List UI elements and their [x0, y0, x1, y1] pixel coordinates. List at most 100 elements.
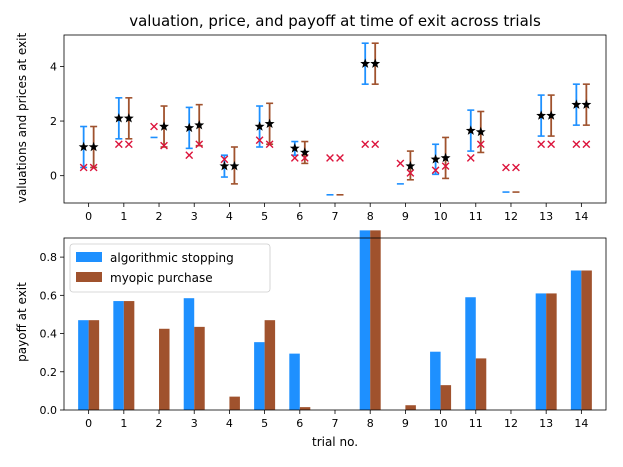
mean-marker: [581, 99, 592, 109]
mean-marker: [264, 118, 275, 128]
bar: [123, 301, 135, 410]
mean-marker: [546, 110, 557, 120]
price-marker: [265, 140, 274, 149]
price-marker: [89, 163, 98, 172]
top-x-tick-label: 10: [434, 210, 448, 223]
bar: [465, 297, 476, 410]
price-marker: [406, 169, 415, 177]
bottom-x-tick-label: 7: [332, 417, 339, 430]
price-marker: [336, 154, 344, 162]
price-marker: [547, 140, 556, 149]
bottom-x-tick-label: 11: [469, 417, 483, 430]
bottom-bar-plot: 0.00.20.40.60.80 1 2 3 4 5 6 7 8 9 10 11 12 13 14: [40, 230, 607, 430]
legend-swatch: [76, 272, 102, 282]
mean-marker: [219, 160, 230, 171]
price-marker: [431, 166, 440, 175]
bottom-x-tick-label: 9: [402, 417, 409, 430]
legend-label: myopic purchase: [110, 271, 213, 285]
price-marker: [150, 122, 158, 131]
bottom-x-tick-label: 6: [296, 417, 303, 430]
top-x-tick-label: 6: [296, 210, 303, 223]
bar: [264, 320, 276, 410]
price-marker: [537, 140, 546, 149]
bar: [430, 351, 441, 410]
bottom-y-tick-label: 0.6: [40, 289, 58, 302]
mean-marker: [88, 141, 99, 152]
bottom-x-tick-label: 13: [539, 417, 553, 430]
bottom-y-axis-label: payoff at exit: [15, 282, 29, 362]
mean-marker: [370, 58, 381, 68]
mean-marker: [78, 141, 89, 152]
mean-marker: [254, 121, 265, 131]
bottom-x-axis-label: trial no.: [312, 435, 358, 449]
top-plot-frame: [63, 34, 607, 204]
bar: [183, 298, 195, 410]
top-x-tick-label: 0: [85, 210, 92, 223]
bottom-y-tick-label: 0.0: [40, 404, 58, 417]
mean-marker: [465, 125, 476, 135]
legend-box: [69, 243, 271, 293]
mean-marker: [360, 58, 371, 68]
bottom-x-tick-label: 0: [85, 417, 92, 430]
price-marker: [160, 141, 168, 150]
price-marker: [396, 159, 405, 168]
bar: [194, 326, 205, 410]
bar: [440, 385, 452, 410]
mean-marker: [475, 126, 486, 137]
top-x-tick-label: 7: [332, 210, 339, 223]
bar: [229, 396, 240, 410]
bottom-x-tick-label: 4: [226, 417, 233, 430]
top-y-tick-label: 2: [50, 115, 57, 128]
bar: [370, 230, 381, 410]
bar: [359, 230, 371, 410]
top-y-tick-label: 4: [50, 60, 57, 73]
price-marker: [371, 140, 380, 149]
top-x-tick-label: 12: [504, 210, 518, 223]
top-x-tick-label: 4: [226, 210, 233, 223]
bar: [299, 407, 311, 410]
bar: [88, 320, 100, 410]
mean-marker: [571, 99, 582, 109]
mean-marker: [184, 122, 195, 133]
bottom-x-tick-label: 14: [574, 417, 588, 430]
bottom-y-tick-label: 0.4: [40, 328, 58, 341]
top-x-tick-label: 5: [261, 210, 268, 223]
top-x-tick-label: 14: [574, 210, 588, 223]
bottom-x-tick-label: 2: [156, 417, 163, 430]
price-marker: [441, 162, 450, 171]
mean-marker: [194, 119, 205, 130]
price-marker: [185, 151, 194, 160]
bottom-x-tick-label: 3: [191, 417, 198, 430]
price-marker: [572, 140, 581, 149]
mean-marker: [123, 113, 134, 123]
price-marker: [220, 155, 229, 164]
price-marker: [255, 136, 264, 145]
price-marker: [195, 140, 204, 149]
mean-marker: [229, 160, 240, 171]
bar: [405, 405, 416, 410]
bottom-x-tick-label: 8: [367, 417, 374, 430]
price-marker: [361, 140, 370, 149]
top-x-tick-label: 13: [539, 210, 553, 223]
bar: [254, 342, 265, 410]
legend-swatch: [76, 252, 102, 262]
mean-marker: [113, 113, 124, 123]
bar: [159, 328, 170, 410]
price-marker: [114, 140, 123, 149]
bar: [535, 293, 547, 410]
price-marker: [79, 163, 88, 172]
top-y-axis-label: valuations and prices at exit: [15, 33, 29, 204]
top-x-tick-label: 3: [191, 210, 198, 223]
bottom-y-tick-label: 0.2: [40, 366, 58, 379]
mean-marker: [289, 143, 300, 153]
price-marker: [290, 154, 299, 162]
mean-marker: [536, 110, 547, 120]
bottom-x-tick-label: 12: [504, 417, 518, 430]
bar: [546, 293, 557, 410]
mean-marker: [159, 121, 169, 131]
legend: algorithmic stopping myopic purchase: [69, 243, 271, 293]
bar: [113, 301, 124, 410]
mean-marker: [430, 154, 441, 164]
top-x-tick-label: 2: [156, 210, 163, 223]
